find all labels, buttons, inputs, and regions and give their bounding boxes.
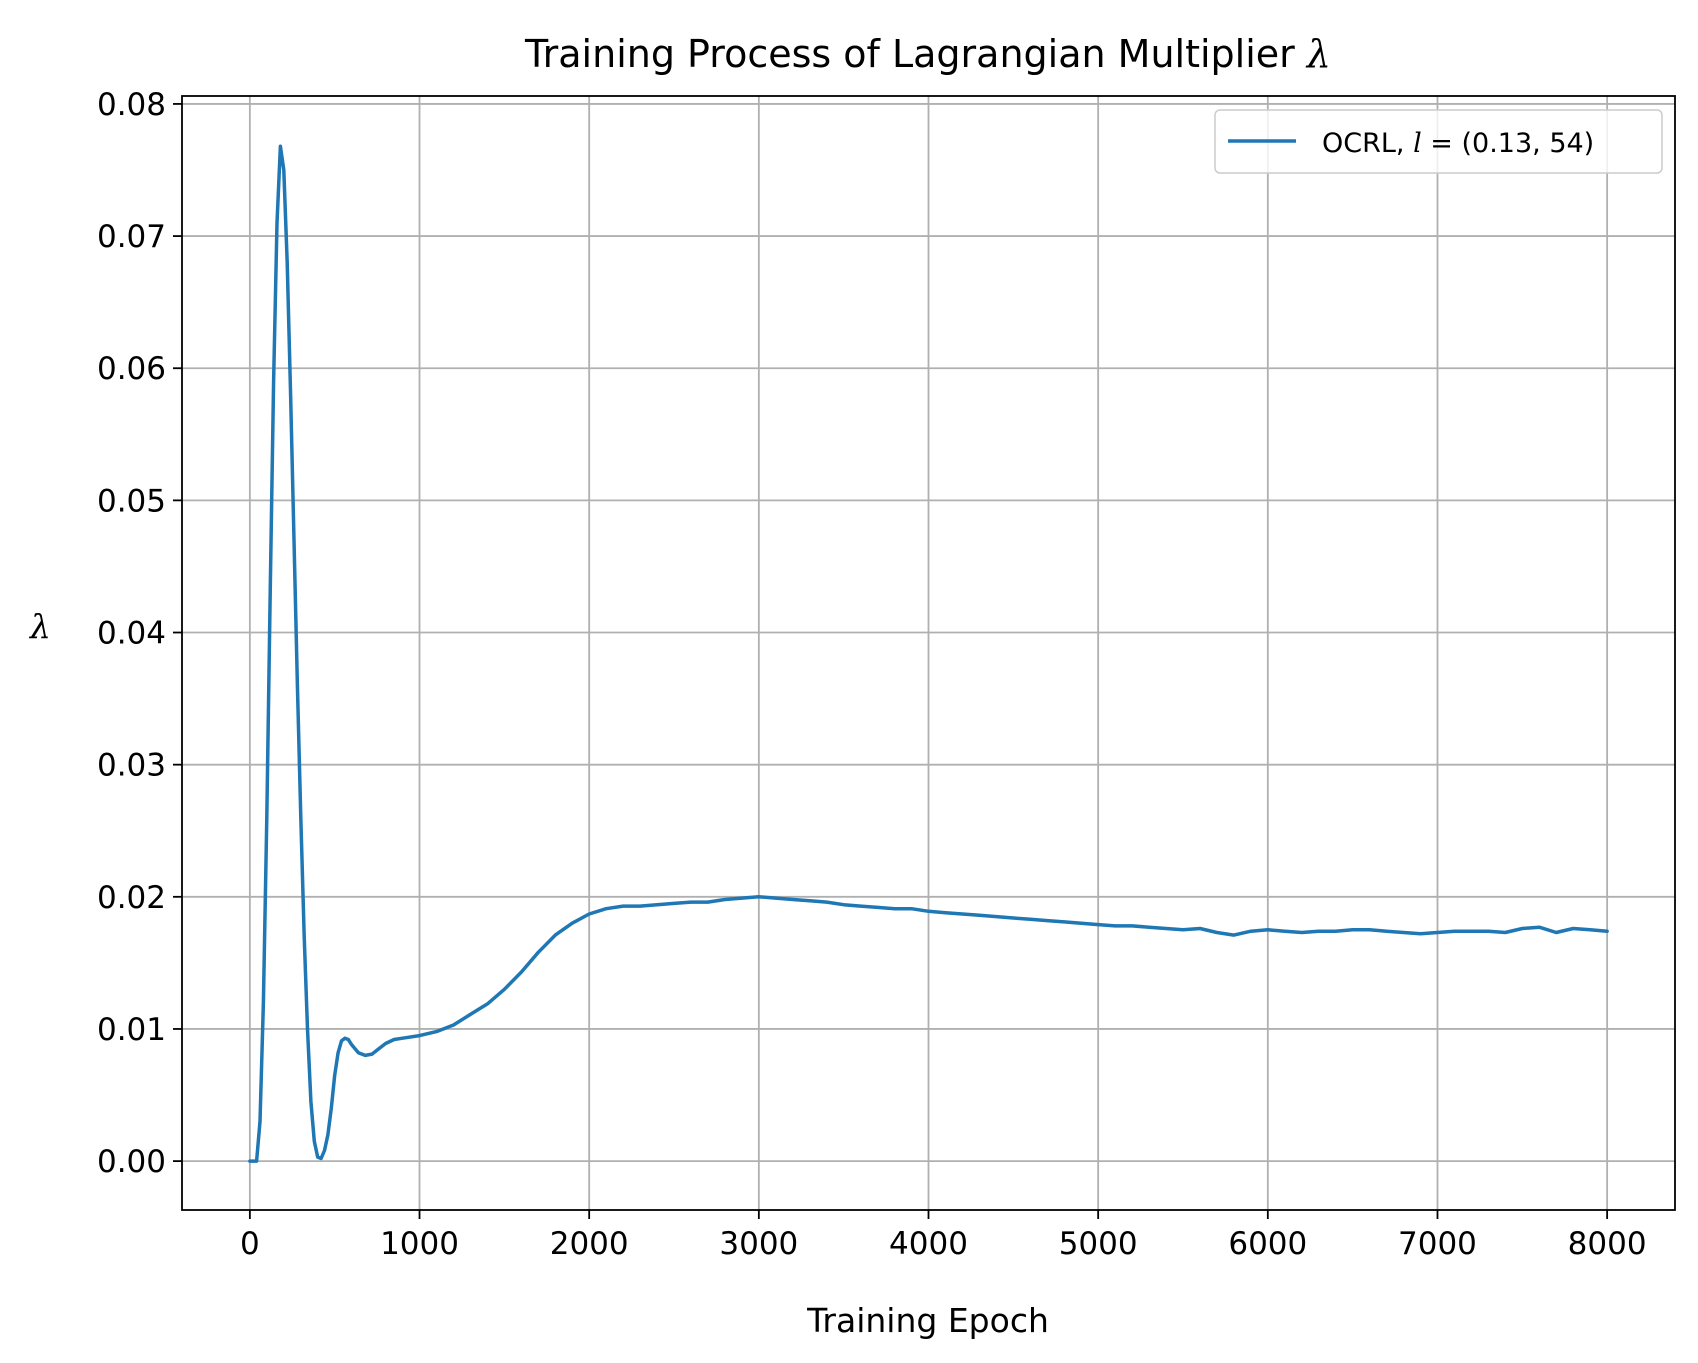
x-tick-label: 1000	[380, 1226, 459, 1262]
x-tick-label: 5000	[1059, 1226, 1138, 1262]
y-tick-label: 0.07	[97, 219, 166, 255]
x-tick-label: 4000	[889, 1226, 968, 1262]
y-tick-label: 0.03	[97, 748, 166, 784]
gridlines	[182, 96, 1675, 1210]
x-axis-ticks: 0 1000 2000 3000 4000 5000 6000 7000 8000	[240, 1210, 1647, 1262]
x-tick-label: 3000	[719, 1226, 798, 1262]
y-tick-label: 0.05	[97, 483, 166, 519]
chart-title: Training Process of Lagrangian Multiplie…	[524, 32, 1331, 76]
x-axis-label: Training Epoch	[806, 1301, 1049, 1340]
y-tick-label: 0.08	[97, 87, 166, 123]
x-tick-label: 2000	[550, 1226, 629, 1262]
y-tick-label: 0.01	[97, 1012, 166, 1048]
legend: OCRL, l = (0.13, 54)	[1214, 109, 1663, 174]
y-tick-label: 0.00	[97, 1144, 166, 1180]
y-axis-ticks: 0.00 0.01 0.02 0.03 0.04 0.05 0.06 0.07 0.08	[97, 87, 182, 1180]
x-tick-label: 8000	[1568, 1226, 1647, 1262]
y-tick-label: 0.04	[97, 616, 166, 652]
x-tick-label: 6000	[1228, 1226, 1307, 1262]
x-tick-label: 0	[240, 1226, 260, 1262]
series-line-ocrl	[248, 144, 1609, 1163]
legend-box	[1214, 109, 1663, 174]
y-tick-label: 0.06	[97, 351, 166, 387]
y-tick-label: 0.02	[97, 880, 166, 916]
legend-label: OCRL, l = (0.13, 54)	[1322, 128, 1594, 159]
y-axis-label: λ	[28, 607, 51, 646]
x-tick-label: 7000	[1398, 1226, 1477, 1262]
